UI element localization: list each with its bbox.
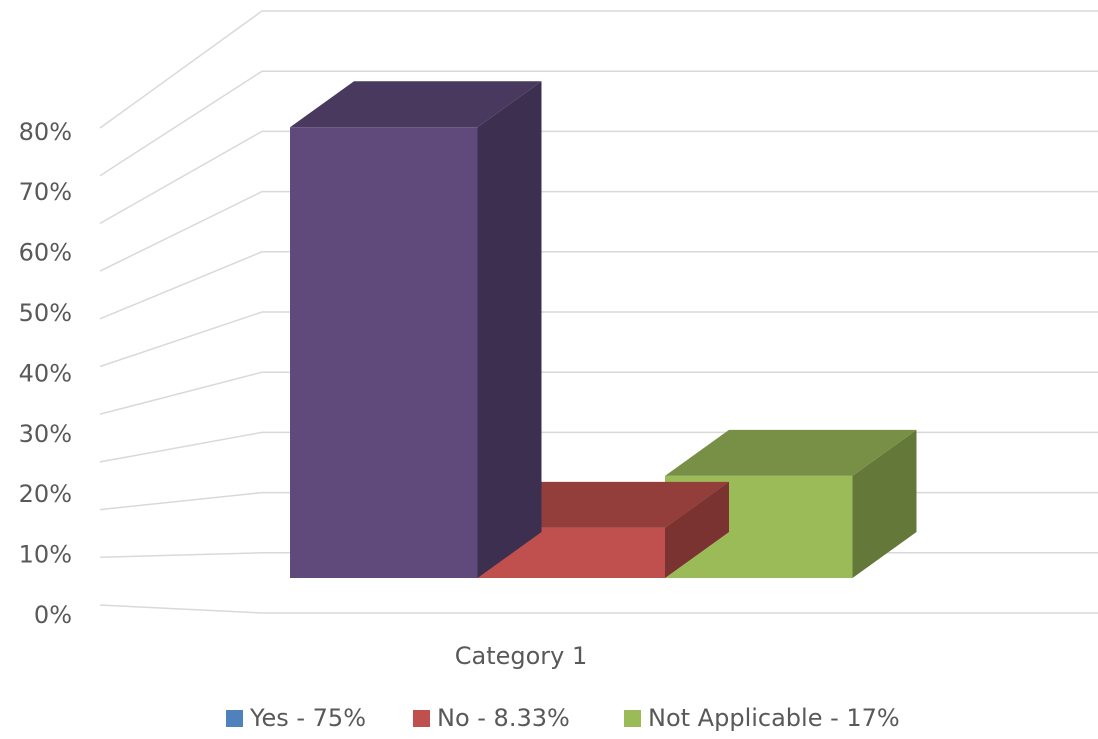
- bar-top: [290, 81, 542, 128]
- y-tick-label: 30%: [19, 420, 72, 448]
- legend-swatch: [624, 710, 641, 727]
- legend-label: No - 8.33%: [437, 704, 570, 732]
- legend-label: Yes - 75%: [249, 704, 366, 732]
- bar-top: [665, 429, 917, 476]
- x-tick-label: Category 1: [455, 642, 588, 670]
- y-tick-label: 70%: [19, 178, 72, 206]
- grid-line: [99, 251, 1098, 320]
- grid-line: [99, 604, 1098, 614]
- bar-side: [477, 81, 542, 578]
- y-tick-label: 40%: [19, 359, 72, 387]
- legend-label: Not Applicable - 17%: [648, 704, 900, 732]
- y-tick-label: 20%: [19, 480, 72, 508]
- y-tick-label: 10%: [19, 541, 72, 569]
- bar-side: [852, 429, 917, 578]
- y-tick-label: 80%: [19, 118, 72, 146]
- grid-line: [99, 130, 1098, 225]
- grid-line: [99, 431, 1098, 463]
- grid-line: [99, 70, 1098, 177]
- grid-line: [99, 311, 1098, 368]
- grid-line: [99, 371, 1098, 415]
- y-tick-label: 50%: [19, 299, 72, 327]
- grid-line: [99, 10, 1098, 129]
- grid-line: [99, 190, 1098, 272]
- bar: [290, 127, 478, 578]
- legend-swatch: [226, 710, 243, 727]
- y-tick-label: 0%: [34, 601, 72, 629]
- bar-side: [665, 481, 729, 578]
- legend-swatch: [413, 710, 430, 727]
- y-tick-label: 60%: [19, 239, 72, 267]
